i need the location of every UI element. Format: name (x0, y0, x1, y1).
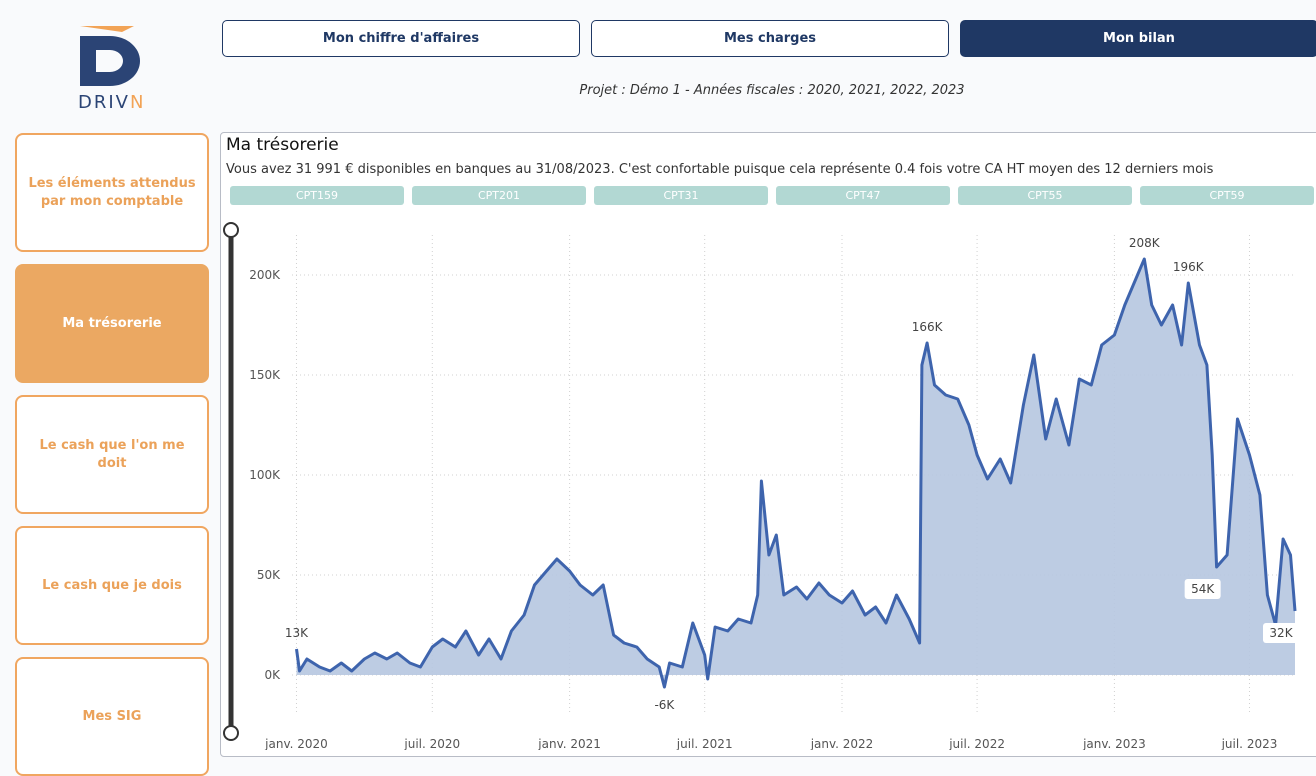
treasury-area (296, 259, 1295, 687)
sidebar-item-cash-dois[interactable]: Le cash que je dois (15, 526, 209, 645)
x-tick-label: janv. 2020 (264, 737, 328, 750)
x-tick-label: juil. 2020 (403, 737, 460, 750)
tab-chiffre-affaires[interactable]: Mon chiffre d'affaires (222, 20, 580, 57)
project-subtitle: Projet : Démo 1 - Années fiscales : 2020… (579, 83, 965, 98)
x-tick-label: juil. 2021 (676, 737, 733, 750)
y-tick-label: 50K (257, 568, 281, 582)
sidebar-item-cash-du[interactable]: Le cash que l'on me doit (15, 395, 209, 514)
y-tick-label: 0K (264, 668, 281, 682)
top-navigation: Mon chiffre d'affaires Mes charges Mon b… (222, 20, 1316, 57)
tab-charges[interactable]: Mes charges (591, 20, 949, 57)
data-label: 32K (1269, 626, 1293, 640)
account-chip-cpt201[interactable]: CPT201 (412, 186, 586, 205)
account-chip-cpt55[interactable]: CPT55 (958, 186, 1132, 205)
x-tick-label: janv. 2021 (537, 737, 601, 750)
account-chip-cpt59[interactable]: CPT59 (1140, 186, 1314, 205)
x-tick-label: juil. 2022 (948, 737, 1005, 750)
account-chip-cpt159[interactable]: CPT159 (230, 186, 404, 205)
sidebar-item-sig[interactable]: Mes SIG (15, 657, 209, 776)
account-chip-cpt31[interactable]: CPT31 (594, 186, 768, 205)
panel-description: Vous avez 31 991 € disponibles en banque… (226, 162, 1214, 177)
logo-d-shape (80, 36, 140, 86)
y-axis: 0K 50K 100K 150K 200K (249, 268, 281, 682)
data-label: 196K (1173, 260, 1205, 274)
sidebar-item-tresorerie[interactable]: Ma trésorerie (15, 264, 209, 383)
data-label-box (1263, 623, 1299, 643)
slider-handle-top[interactable] (223, 222, 239, 238)
x-axis: janv. 2020 juil. 2020 janv. 2021 juil. 2021… (264, 737, 1277, 750)
treasury-line (295, 257, 1297, 689)
range-slider[interactable] (223, 222, 239, 741)
sidebar-item-elements-attendus[interactable]: Les éléments attendus par mon comptable (15, 133, 209, 252)
data-label-box (1184, 579, 1221, 599)
drivn-logo (80, 26, 140, 86)
x-tick-label: janv. 2023 (1082, 737, 1146, 750)
y-tick-label: 200K (249, 268, 281, 282)
y-tick-label: 100K (249, 468, 281, 482)
x-tick-label: juil. 2023 (1221, 737, 1278, 750)
slider-handle-bottom[interactable] (223, 725, 239, 741)
y-tick-label: 150K (249, 368, 281, 382)
data-label: 208K (1129, 236, 1161, 250)
logo-accent-shape (80, 26, 134, 32)
logo-wordmark: DRIVN (78, 92, 146, 113)
x-tick-label: janv. 2022 (810, 737, 874, 750)
data-label: 54K (1191, 582, 1215, 596)
account-chip-cpt47[interactable]: CPT47 (776, 186, 950, 205)
data-labels: 13K -6K 166K 208K 196K 54K 32K (285, 236, 1299, 712)
data-label: -6K (654, 698, 675, 712)
data-label: 166K (912, 320, 944, 334)
panel-title: Ma trésorerie (226, 135, 339, 155)
data-label: 13K (285, 626, 309, 640)
tab-bilan[interactable]: Mon bilan (960, 20, 1316, 57)
